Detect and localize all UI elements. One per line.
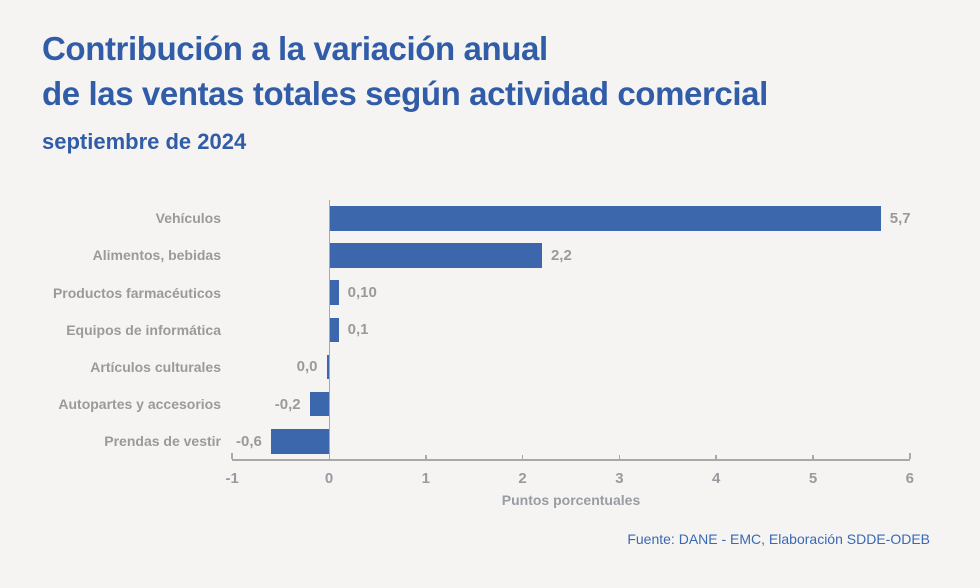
chart-title-line-1: Contribución a la variación anual [42,30,548,67]
axis-tick-label: 4 [712,470,721,487]
value-label: 2,2 [550,246,572,264]
axis-tick [425,455,427,459]
source-note: Fuente: DANE - EMC, Elaboración SDDE-ODE… [627,531,930,547]
value-label: -0,6 [236,432,262,450]
axis-tick-label: 6 [905,470,914,487]
axis-tick [715,455,717,459]
axis-tick-label: 3 [615,470,624,487]
axis-tick [618,455,621,459]
category-label: Artículos culturales [90,358,221,375]
value-label: 0,10 [347,284,377,302]
axis-tick [812,455,814,459]
axis-tick [231,453,233,459]
axis-tick-label: 2 [518,470,527,487]
bar [329,280,339,305]
axis-tick-label: 1 [421,470,430,487]
value-label: 5,7 [889,209,911,227]
category-label: Prendas de vestir [104,433,221,450]
value-label: 0,1 [347,321,369,339]
chart-header: Contribución a la variación anual de las… [42,26,768,155]
category-label: Autopartes y accesorios [58,396,221,413]
chart-subtitle: septiembre de 2024 [42,129,247,154]
axis-tick-label: 5 [808,470,818,487]
bar [270,429,329,454]
bar [329,243,542,268]
category-label: Vehículos [155,210,221,227]
bar [329,206,881,231]
value-label: -0,2 [274,395,301,413]
bar [309,391,329,417]
axis-tick-label: -1 [225,470,239,487]
x-axis-line [232,459,910,461]
category-label: Productos farmacéuticos [52,284,221,301]
axis-tick [909,453,911,459]
axis-tick-label: 0 [324,470,334,487]
bar [329,317,339,342]
x-axis-title: Puntos porcentuales [501,492,641,508]
category-label: Alimentos, bebidas [92,247,221,264]
axis-tick [521,455,524,459]
chart-title-line-2: de las ventas totales según actividad co… [42,75,768,112]
category-label: Equipos de informática [66,321,221,338]
zero-axis-line [328,200,330,460]
value-label: 0,0 [296,358,318,376]
bar [326,354,329,380]
